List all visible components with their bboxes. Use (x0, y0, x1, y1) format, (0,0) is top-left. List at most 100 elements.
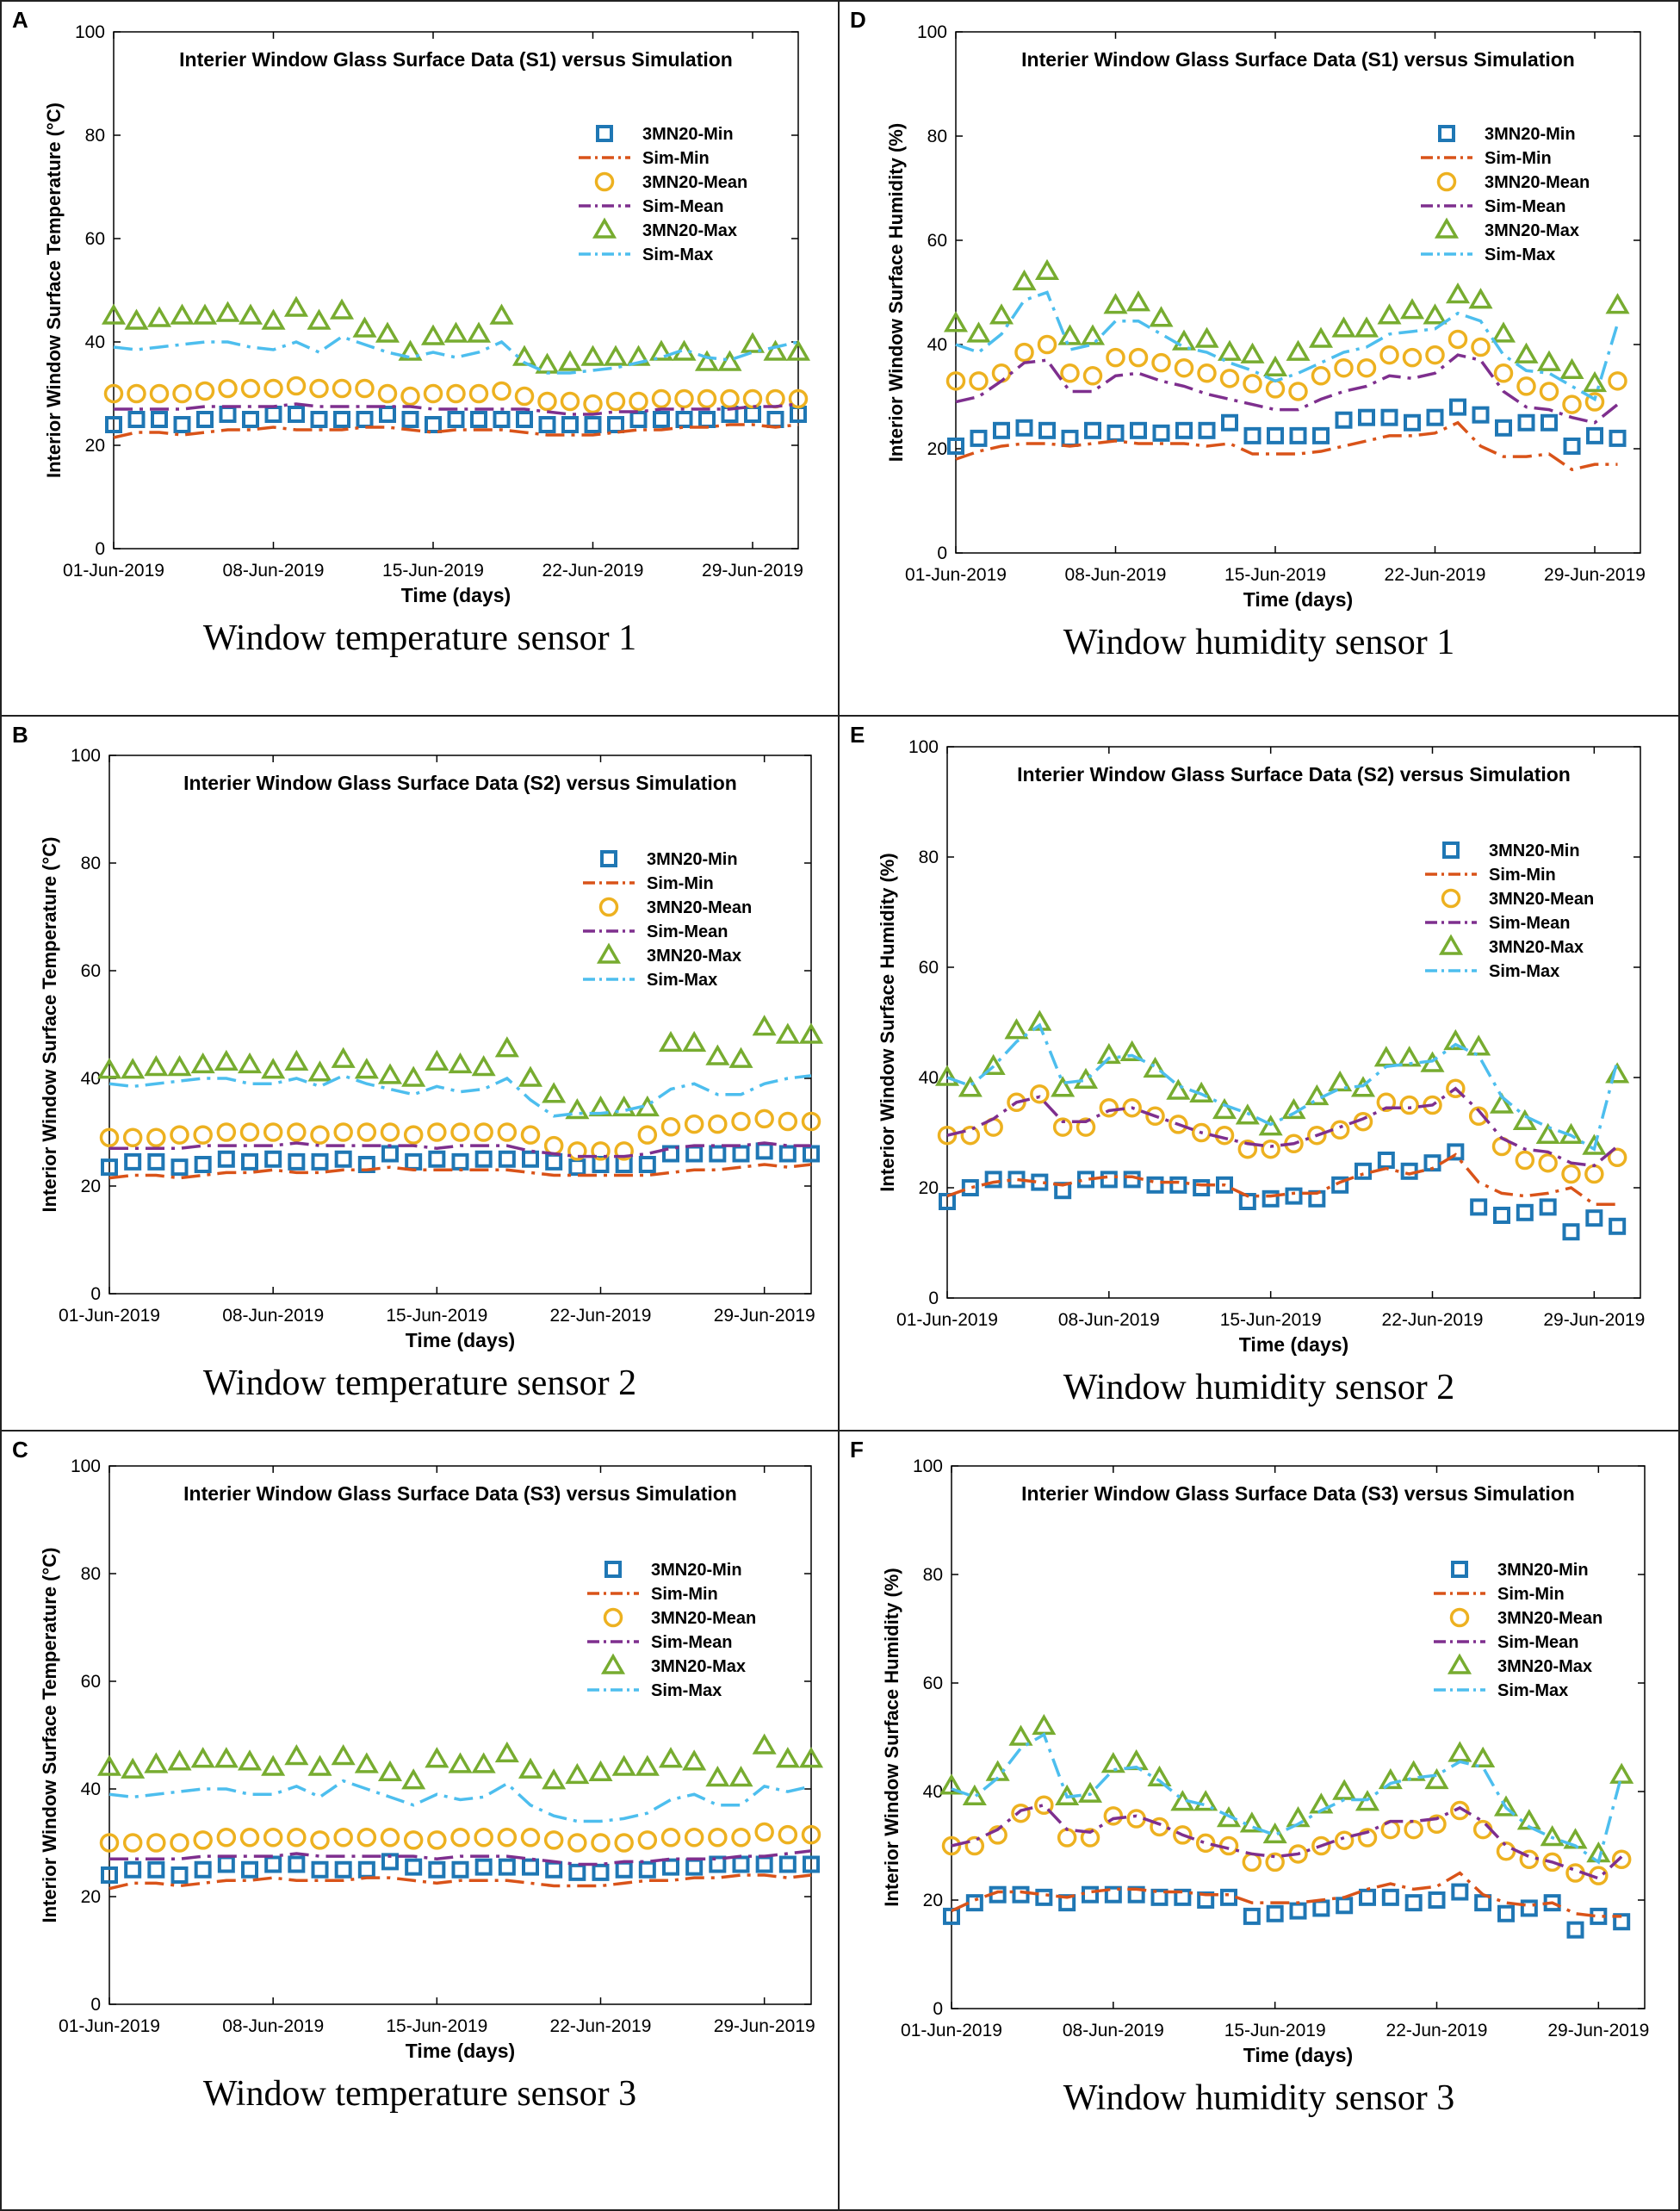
legend-label: Sim-Min (1489, 866, 1556, 885)
y-axis-label: Interior Window Surface Temperature (°C) (39, 1547, 60, 1922)
data-point-3mn20-min (778, 1855, 797, 1873)
data-point-3mn20-mean (1034, 1795, 1054, 1815)
panel-caption: Window temperature sensor 2 (202, 1363, 637, 1403)
data-point-3mn20-min (124, 1152, 142, 1171)
x-tick-label: 01-Jun-2019 (63, 561, 164, 581)
data-point-3mn20-max (1471, 1746, 1496, 1767)
data-point-3mn20-max (740, 332, 766, 353)
data-point-3mn20-min (170, 1158, 189, 1177)
data-point-3mn20-mean (520, 1828, 541, 1848)
y-tick-label: 80 (81, 854, 101, 873)
data-point-3mn20-max (1559, 357, 1584, 379)
data-point-3mn20-max (1535, 1122, 1560, 1144)
data-point-3mn20-max (425, 1049, 449, 1071)
y-tick-label: 100 (75, 22, 105, 42)
legend-label: Sim-Min (1497, 1585, 1565, 1604)
data-point-3mn20-mean (754, 1109, 774, 1129)
data-point-3mn20-mean (1191, 1122, 1212, 1143)
data-point-3mn20-max (1103, 293, 1128, 314)
data-point-3mn20-mean (1151, 352, 1171, 373)
legend-label: Sim-Mean (642, 197, 723, 216)
data-point-3mn20-mean (1307, 1125, 1327, 1146)
chart-title: Interier Window Glass Surface Data (S1) … (1021, 48, 1575, 71)
data-point-3mn20-mean (1356, 357, 1377, 378)
plot-area (946, 746, 1641, 1299)
y-tick-label: 40 (85, 332, 105, 352)
y-axis-label: Interior Window Surface Humidity (%) (885, 123, 907, 462)
series-line-sim-mean (946, 1086, 1619, 1168)
data-point-3mn20-mean (1311, 1835, 1331, 1856)
data-point-3mn20-min (947, 437, 964, 455)
data-point-3mn20-min (1447, 1143, 1465, 1161)
data-point-3mn20-max (190, 1052, 215, 1074)
data-point-3mn20-mean (567, 1141, 587, 1161)
legend-swatch (1451, 1561, 1468, 1578)
data-point-3mn20-min (311, 1860, 329, 1879)
legend-swatch (1438, 934, 1464, 955)
data-point-3mn20-min (451, 1860, 469, 1879)
data-point-3mn20-mean (754, 1822, 774, 1842)
x-tick-label: 29-Jun-2019 (1544, 565, 1646, 585)
data-point-3mn20-mean (1607, 1147, 1627, 1168)
data-point-3mn20-mean (591, 1141, 611, 1161)
data-point-3mn20-min (1563, 437, 1581, 455)
data-point-3mn20-max (261, 1058, 286, 1079)
data-point-3mn20-min (474, 1150, 493, 1168)
data-point-3mn20-max (658, 1747, 684, 1768)
data-point-3mn20-mean (332, 378, 352, 399)
y-axis-label: Interior Window Surface Humidity (%) (881, 1568, 902, 1906)
data-point-3mn20-min (401, 411, 419, 428)
data-point-3mn20-min (474, 1858, 493, 1876)
data-point-3mn20-mean (450, 1122, 470, 1142)
data-point-3mn20-min (653, 411, 670, 428)
data-point-3mn20-mean (1037, 334, 1057, 355)
data-point-3mn20-min (1221, 413, 1238, 432)
data-point-3mn20-mean (127, 383, 146, 404)
data-point-3mn20-mean (146, 1833, 166, 1853)
legend-label: 3MN20-Max (647, 947, 741, 966)
data-point-3mn20-mean (708, 1828, 728, 1848)
data-point-3mn20-min (522, 1858, 539, 1876)
data-point-3mn20-min (584, 416, 602, 433)
data-point-3mn20-min (1243, 426, 1262, 444)
data-point-3mn20-max (96, 1058, 122, 1079)
data-point-3mn20-mean (310, 1125, 330, 1145)
data-point-3mn20-max (1096, 1042, 1121, 1065)
x-tick-label: 08-Jun-2019 (1065, 565, 1167, 585)
data-point-3mn20-max (798, 1022, 824, 1044)
data-point-3mn20-min (961, 1179, 979, 1196)
data-point-3mn20-max (682, 1749, 707, 1771)
panel-a: A 0 20 40 60 80 100 01-Jun-2019 08-Jun-2019 15-Ju… (0, 0, 840, 717)
data-point-3mn20-max (1305, 1084, 1330, 1106)
data-point-3mn20-max (1582, 1133, 1607, 1155)
legend-label: 3MN20-Min (642, 125, 734, 144)
data-point-3mn20-mean (1334, 1830, 1355, 1850)
data-point-3mn20-min (1566, 1921, 1584, 1939)
data-point-3mn20-min (498, 1150, 516, 1168)
data-point-3mn20-max (728, 1766, 753, 1787)
data-point-3mn20-min (1169, 1176, 1187, 1194)
data-point-3mn20-mean (560, 391, 580, 412)
data-point-3mn20-max (798, 1747, 824, 1768)
data-point-3mn20-min (1493, 1207, 1510, 1224)
y-tick-label: 60 (85, 229, 105, 249)
data-point-3mn20-mean (195, 381, 215, 401)
data-point-3mn20-mean (355, 378, 375, 399)
data-point-3mn20-mean (356, 1828, 377, 1848)
data-point-3mn20-mean (122, 1127, 143, 1147)
data-point-3mn20-min (1289, 426, 1307, 444)
y-tick-label: 100 (908, 737, 939, 757)
series-line-sim-min (951, 1871, 1622, 1918)
data-point-3mn20-max (1512, 1109, 1537, 1130)
data-point-3mn20-max (635, 1755, 660, 1776)
data-point-3mn20-min (1146, 1176, 1164, 1194)
y-tick-label: 60 (927, 231, 947, 251)
data-point-3mn20-mean (170, 1833, 189, 1853)
y-tick-label: 40 (81, 1069, 101, 1089)
data-point-3mn20-mean (263, 378, 283, 399)
data-point-3mn20-min (1520, 1899, 1538, 1917)
data-point-3mn20-mean (497, 1828, 518, 1848)
legend-swatch (1441, 888, 1461, 909)
data-point-3mn20-max (542, 1768, 567, 1790)
